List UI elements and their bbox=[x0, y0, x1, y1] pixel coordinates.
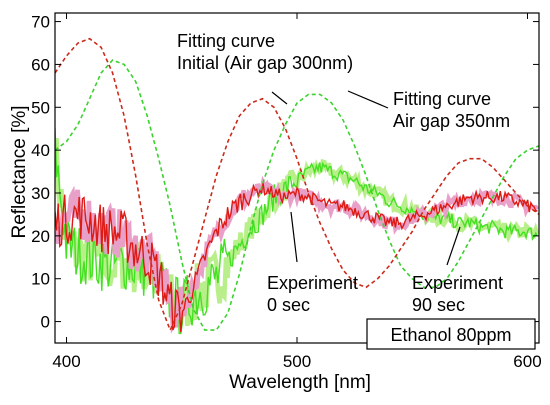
y-tick-label: 10 bbox=[31, 270, 50, 289]
series-layer bbox=[55, 37, 539, 335]
y-tick-label: 20 bbox=[31, 227, 50, 246]
leader-exp-0 bbox=[290, 211, 298, 263]
y-tick-label: 60 bbox=[31, 55, 50, 74]
legend-box bbox=[366, 318, 536, 350]
x-tick-label: 500 bbox=[283, 352, 311, 371]
y-tick-label: 50 bbox=[31, 98, 50, 117]
leader-fit-initial bbox=[271, 91, 288, 105]
annotation-line: Fitting curve bbox=[177, 31, 275, 51]
series-fit-initial bbox=[55, 37, 539, 333]
x-axis-label: Wavelength [nm] bbox=[229, 372, 371, 393]
annotation-line: 90 sec bbox=[412, 295, 465, 315]
y-tick-label: 0 bbox=[41, 313, 50, 332]
annotation-exp-90: Experiment 90 sec bbox=[412, 273, 503, 315]
annotation-line: Air gap 350nm bbox=[393, 111, 510, 131]
y-tick-label: 30 bbox=[31, 184, 50, 203]
annotation-line: 0 sec bbox=[267, 295, 310, 315]
annotation-line: Experiment bbox=[412, 273, 503, 293]
x-tick-label: 400 bbox=[52, 352, 80, 371]
legend-box-label: Ethanol 80ppm bbox=[390, 325, 511, 345]
annotation-line: Fitting curve bbox=[393, 89, 491, 109]
annotation-line: Initial (Air gap 300nm) bbox=[177, 53, 353, 73]
annotation-exp-0: Experiment 0 sec bbox=[267, 273, 358, 315]
annotation-line: Experiment bbox=[267, 273, 358, 293]
annotation-fit-350: Fitting curve Air gap 350nm bbox=[393, 89, 510, 131]
y-tick-label: 70 bbox=[31, 13, 50, 32]
x-tick-label: 600 bbox=[513, 352, 541, 371]
series-fit-350 bbox=[55, 59, 539, 331]
y-tick-label: 40 bbox=[31, 141, 50, 160]
series-exp-0 bbox=[55, 182, 538, 333]
leader-fit-350 bbox=[347, 90, 389, 109]
annotation-layer: Fitting curve Initial (Air gap 300nm) Fit… bbox=[177, 31, 536, 350]
leader-exp-90 bbox=[446, 226, 461, 266]
y-axis-label: Reflectance [%] bbox=[9, 105, 30, 238]
tick-layer: 400 500 600 0 10 20 30 40 50 60 70 bbox=[31, 13, 542, 371]
annotation-fit-initial: Fitting curve Initial (Air gap 300nm) bbox=[177, 31, 353, 73]
